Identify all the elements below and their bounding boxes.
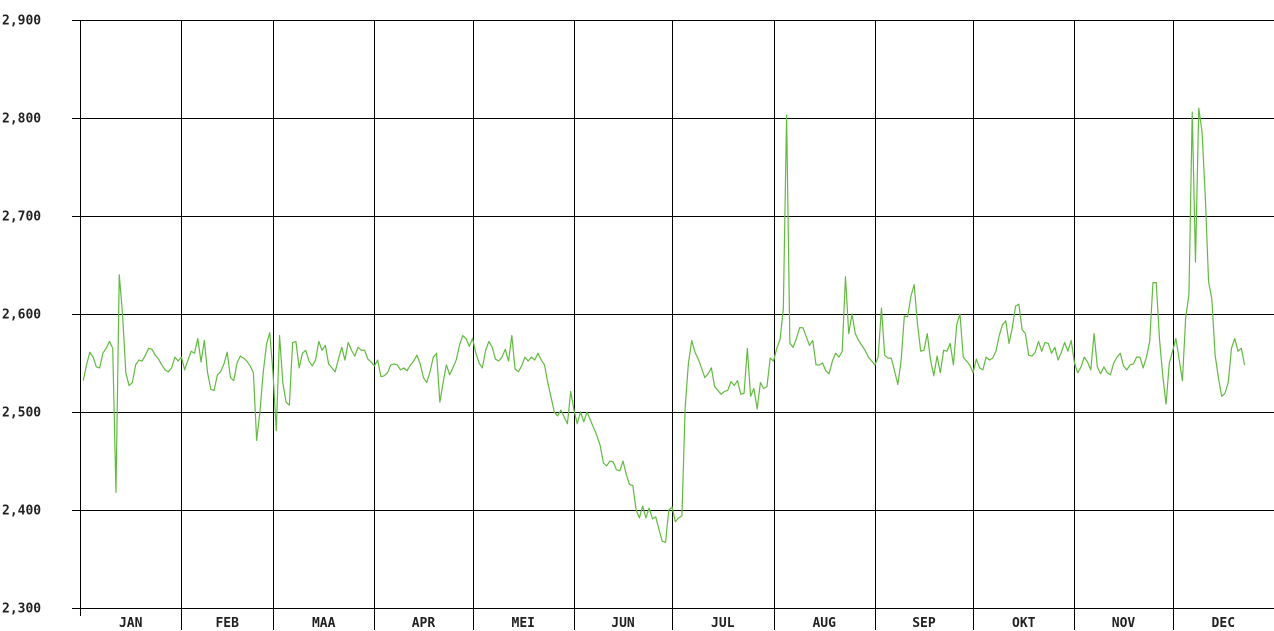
y-tick-label: 2,700 [2, 210, 41, 225]
y-tick-label: 2,500 [2, 406, 41, 421]
y-tick-label: 2,400 [2, 504, 41, 519]
grid [72, 20, 1274, 630]
x-tick-label: DEC [1212, 616, 1235, 631]
axis-labels: 2,300 2,400 2,500 2,600 2,700 2,800 2,900 JAN FE… [2, 14, 1235, 631]
x-tick-label: FEB [215, 616, 239, 631]
x-tick-label: JAN [119, 616, 143, 631]
y-tick-label: 2,900 [2, 14, 41, 29]
x-tick-label: MEI [512, 616, 535, 631]
x-tick-label: SEP [912, 616, 936, 631]
y-tick-label: 2,800 [2, 112, 41, 127]
x-tick-label: JUL [711, 616, 735, 631]
y-tick-label: 2,600 [2, 308, 41, 323]
y-tick-label: 2,300 [2, 602, 41, 617]
x-tick-label: JUN [611, 616, 635, 631]
series-line [82, 107, 1246, 543]
x-tick-label: NOV [1112, 616, 1136, 631]
x-tick-label: OKT [1012, 616, 1036, 631]
series-layer [82, 107, 1246, 543]
x-tick-label: MAA [312, 616, 336, 631]
x-tick-label: APR [412, 616, 436, 631]
x-tick-label: AUG [812, 616, 836, 631]
